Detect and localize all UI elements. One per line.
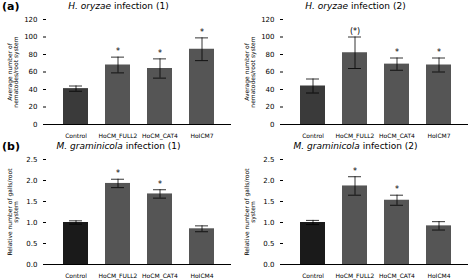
svg-text:HoICM4: HoICM4 [427, 272, 450, 279]
svg-text:*: * [353, 167, 357, 176]
html-text:H. oryzae infection (1): H. oryzae infection (1) [68, 1, 169, 11]
svg-text:120: 120 [261, 16, 274, 24]
svg-text:Control: Control [65, 132, 87, 139]
svg-text:HoCM_CAT4: HoCM_CAT4 [379, 272, 415, 280]
html-text:H. oryzae infection (2): H. oryzae infection (2) [305, 1, 406, 11]
svg-text:HoCM_CAT4: HoCM_CAT4 [142, 132, 178, 140]
svg-text:Control: Control [302, 132, 324, 139]
svg-text:100: 100 [24, 33, 37, 41]
svg-text:1.0: 1.0 [26, 219, 37, 227]
svg-text:80: 80 [29, 51, 38, 59]
svg-text:0.5: 0.5 [263, 240, 274, 248]
svg-text:2.0: 2.0 [263, 177, 274, 185]
svg-text:HoCM_FULL2: HoCM_FULL2 [336, 132, 375, 140]
html-text:(b): (b) [2, 140, 20, 153]
svg-text:Relative number of galls/roots: Relative number of galls/rootsystem [243, 168, 257, 256]
svg-text:120: 120 [24, 16, 37, 24]
svg-text:0.5: 0.5 [26, 240, 37, 248]
svg-text:60: 60 [29, 68, 38, 76]
svg-text:100: 100 [261, 33, 274, 41]
html-text:M. graminicola infection (1): M. graminicola infection (1) [56, 141, 181, 151]
svg-text:*: * [437, 48, 441, 57]
svg-text:Average number ofnematodes/roo: Average number ofnematodes/root system [6, 36, 20, 107]
svg-text:*: * [158, 180, 162, 189]
svg-text:HoCM_CAT4: HoCM_CAT4 [379, 132, 415, 140]
svg-text:2.5: 2.5 [26, 156, 37, 164]
svg-text:1.5: 1.5 [263, 198, 274, 206]
svg-text:0: 0 [270, 121, 274, 129]
svg-text:Average number ofnematodes/roo: Average number ofnematodes/root system [243, 36, 257, 107]
svg-text:HoCM_FULL2: HoCM_FULL2 [336, 272, 375, 280]
svg-text:60: 60 [266, 68, 275, 76]
svg-text:HoICM7: HoICM7 [427, 132, 450, 139]
svg-text:*: * [158, 49, 162, 58]
svg-text:1.5: 1.5 [26, 198, 37, 206]
svg-text:2.5: 2.5 [263, 156, 274, 164]
svg-text:*: * [200, 28, 204, 37]
svg-text:*: * [116, 47, 120, 56]
svg-text:0: 0 [33, 121, 37, 129]
svg-text:40: 40 [266, 86, 275, 94]
svg-text:HoCM_CAT4: HoCM_CAT4 [142, 272, 178, 280]
svg-text:2.0: 2.0 [26, 177, 37, 185]
svg-text:Control: Control [65, 272, 87, 279]
html-text:(a): (a) [2, 0, 20, 13]
svg-text:HoCM_FULL2: HoCM_FULL2 [99, 132, 138, 140]
svg-text:(*): (*) [350, 27, 360, 36]
svg-text:*: * [395, 185, 399, 194]
svg-text:*: * [116, 169, 120, 178]
svg-text:40: 40 [29, 86, 38, 94]
svg-text:HoCM_FULL2: HoCM_FULL2 [99, 272, 138, 280]
svg-text:80: 80 [266, 51, 275, 59]
svg-text:0.0: 0.0 [263, 261, 274, 269]
svg-text:HoICM4: HoICM4 [190, 272, 213, 279]
svg-text:HoICM7: HoICM7 [190, 132, 213, 139]
svg-text:20: 20 [29, 103, 38, 111]
svg-text:1.0: 1.0 [263, 219, 274, 227]
svg-text:*: * [395, 48, 399, 57]
html-text:M. graminicola infection (2): M. graminicola infection (2) [293, 141, 418, 151]
svg-text:Relative number of galls/roots: Relative number of galls/rootsystem [6, 168, 20, 256]
svg-text:Control: Control [302, 272, 324, 279]
svg-text:20: 20 [266, 103, 275, 111]
svg-text:0.0: 0.0 [26, 261, 37, 269]
